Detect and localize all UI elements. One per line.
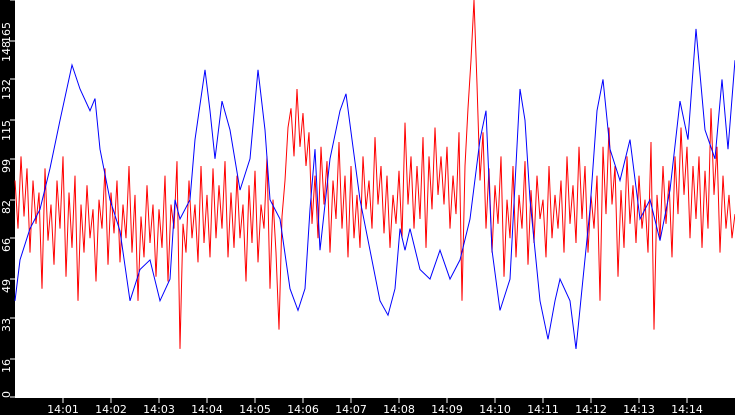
x-tick-label: 14:09	[431, 403, 463, 415]
y-tick-label: 49	[0, 279, 13, 293]
x-tick-label: 14:05	[239, 403, 271, 415]
y-tick-label: 165	[0, 22, 13, 43]
y-tick-label: 148	[0, 41, 13, 62]
x-tick-label: 14:07	[335, 403, 367, 415]
y-tick-label: 66	[0, 238, 13, 252]
x-tick-label: 14:04	[191, 403, 223, 415]
x-tick-label: 14:13	[623, 403, 655, 415]
series-blue-line	[14, 28, 735, 349]
x-tick-label: 14:12	[575, 403, 607, 415]
y-tick-label: 82	[0, 200, 13, 214]
x-tick-label: 14:02	[95, 403, 127, 415]
x-tick-label: 14:14	[671, 403, 703, 415]
y-tick-label: 33	[0, 318, 13, 332]
y-tick-label: 132	[0, 79, 13, 100]
y-tick-label: 16	[0, 359, 13, 373]
plot-area	[15, 0, 735, 398]
x-tick-label: 14:06	[287, 403, 319, 415]
x-tick-label: 14:11	[527, 403, 559, 415]
y-tick-label: 99	[0, 159, 13, 173]
x-tick-label: 14:03	[143, 403, 175, 415]
y-tick-label: 115	[0, 120, 13, 141]
x-tick-label: 14:10	[479, 403, 511, 415]
y-tick-label: 0	[0, 391, 13, 398]
x-tick-label: 14:01	[47, 403, 79, 415]
x-axis: 14:01 14:02 14:03 14:04 14:05 14:06 14:07 14:08…	[47, 398, 703, 415]
x-tick-label: 14:08	[383, 403, 415, 415]
